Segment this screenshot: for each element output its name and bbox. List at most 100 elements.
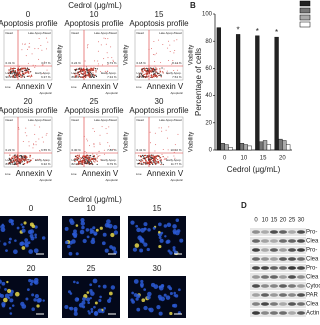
event-dot <box>85 72 86 73</box>
nucleus <box>34 248 39 253</box>
nucleus <box>143 242 147 246</box>
nucleus <box>22 226 25 229</box>
event-dot <box>30 155 31 156</box>
nucleus <box>159 236 162 239</box>
event-dot <box>102 64 103 65</box>
plot-title: Apoptosis profile <box>0 106 58 115</box>
event-dot <box>95 70 96 71</box>
event-dot <box>164 159 165 160</box>
nucleus <box>139 248 143 252</box>
band <box>288 239 296 243</box>
event-dot <box>144 158 145 159</box>
event-dot <box>143 158 144 159</box>
nucleus <box>93 279 98 284</box>
event-dot <box>92 74 93 75</box>
band <box>252 284 260 288</box>
event-dot <box>20 162 21 163</box>
y-axis-label: Percentage of cells <box>194 48 203 116</box>
nucleus <box>107 299 111 303</box>
nucleus <box>109 245 113 249</box>
event-dot <box>88 69 89 70</box>
event-dot <box>95 68 96 69</box>
band <box>288 257 296 261</box>
dose-label: 0 <box>26 10 31 19</box>
event-dot <box>93 158 94 159</box>
nucleus <box>131 292 134 295</box>
event-dot <box>20 160 21 161</box>
nucleus <box>73 234 77 238</box>
band <box>288 248 296 252</box>
event-dot <box>92 153 93 154</box>
nucleus <box>3 298 8 303</box>
quadrant-name: Live <box>6 71 12 75</box>
event-dot <box>12 156 13 157</box>
bar <box>267 145 271 150</box>
bar <box>240 143 244 150</box>
nucleus <box>134 279 139 284</box>
event-dot <box>156 75 157 76</box>
band <box>297 302 305 306</box>
dose-label: 10 <box>87 204 96 213</box>
nucleus <box>25 298 28 301</box>
event-dot <box>38 59 39 60</box>
event-dot <box>19 76 20 77</box>
event-dot <box>103 58 104 59</box>
nucleus <box>90 291 95 296</box>
legend-swatch <box>300 8 310 13</box>
row-label: Clea <box>306 275 319 281</box>
event-dot <box>99 155 100 156</box>
event-dot <box>26 159 27 160</box>
event-dot <box>150 132 151 133</box>
event-dot <box>29 69 30 70</box>
event-dot <box>86 68 87 69</box>
nucleus <box>31 307 35 311</box>
event-dot <box>151 159 152 160</box>
nucleus <box>31 293 34 296</box>
event-dot <box>27 162 28 163</box>
quadrant-name: Late Apop./Dead <box>159 118 182 122</box>
x-axis-left: Live <box>136 172 142 176</box>
row-label: Clea <box>306 257 319 263</box>
event-dot <box>32 158 33 159</box>
nucleus <box>103 285 107 289</box>
nucleus <box>172 224 177 229</box>
nucleus <box>42 299 44 301</box>
nucleus <box>15 292 20 297</box>
event-dot <box>175 144 176 145</box>
quadrant-percent: 83.91 % <box>6 162 17 166</box>
event-dot <box>89 76 90 77</box>
event-dot <box>95 160 96 161</box>
nucleus <box>170 292 173 295</box>
event-dot <box>32 147 33 148</box>
nucleus <box>158 245 161 248</box>
event-dot <box>34 125 35 126</box>
event-dot <box>156 53 157 54</box>
event-dot <box>162 71 163 72</box>
quadrant-percent: 86.69 % <box>72 75 83 79</box>
event-dot <box>92 159 93 160</box>
nucleus <box>73 281 76 284</box>
event-dot <box>91 163 92 164</box>
nucleus <box>6 281 8 283</box>
event-dot <box>153 160 154 161</box>
event-dot <box>91 161 92 162</box>
event-dot <box>28 76 29 77</box>
event-dot <box>87 155 88 156</box>
nucleus <box>89 283 92 286</box>
nucleus <box>64 305 68 309</box>
nucleus <box>93 306 96 309</box>
event-dot <box>82 157 83 158</box>
legend-swatch <box>300 15 310 20</box>
band <box>279 248 287 252</box>
band <box>270 311 278 315</box>
event-dot <box>160 157 161 158</box>
nucleus <box>33 298 37 302</box>
event-dot <box>106 128 107 129</box>
band <box>279 302 287 306</box>
nucleus <box>156 305 160 309</box>
x-axis-label: Cedrol (μg/mL) <box>227 165 281 174</box>
event-dot <box>149 159 150 160</box>
dose-label: 20 <box>24 97 33 106</box>
nucleus <box>10 312 13 315</box>
y-tick-label: 80 <box>205 39 212 45</box>
